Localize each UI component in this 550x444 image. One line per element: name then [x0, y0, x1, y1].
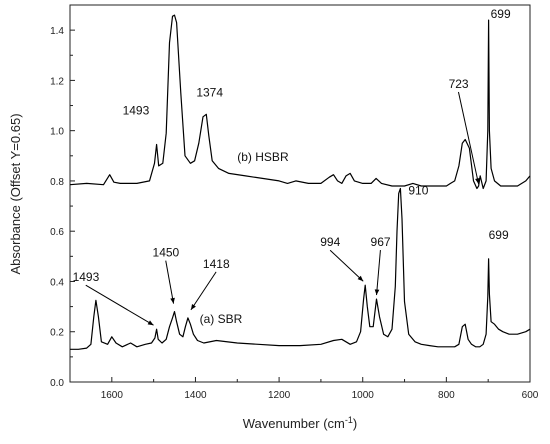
peak-arrowhead-723 — [475, 178, 480, 184]
y-tick-label: 0.8 — [50, 177, 64, 188]
peak-label-699: 699 — [491, 7, 511, 21]
peak-label-1493: 1493 — [73, 270, 100, 284]
spectrum-line-hsbr — [69, 14, 531, 190]
peak-arrow-994 — [329, 249, 364, 282]
peak-label-1450: 1450 — [153, 246, 180, 260]
peak-label-699: 699 — [489, 228, 509, 242]
peak-label-994: 994 — [320, 235, 340, 249]
x-tick-label: 800 — [438, 390, 455, 401]
x-axis-title: Wavenumber (cm-1) — [243, 415, 357, 431]
peak-arrow-723 — [457, 91, 480, 185]
y-tick-label: 1.0 — [50, 127, 64, 138]
series-label-sbr: (a) SBR — [200, 312, 243, 326]
x-axis-title-close: ) — [353, 416, 357, 431]
peak-label-1493: 1493 — [123, 103, 150, 117]
y-tick-label: 0.2 — [50, 328, 64, 339]
peak-arrow-1450 — [165, 260, 175, 304]
y-tick-label: 1.2 — [50, 76, 64, 87]
peak-arrow-1418 — [190, 271, 217, 311]
peak-label-723: 723 — [449, 77, 469, 91]
x-tick-label: 600 — [522, 390, 539, 401]
x-tick-label: 1400 — [184, 390, 207, 401]
peak-arrowhead-1450 — [170, 297, 175, 304]
axis-ticks: 1600 1400 1200 1000 800 600 0.0 0.2 0.4 0.6 0.8 1.0… — [50, 26, 539, 401]
peak-label-1374: 1374 — [196, 85, 223, 99]
x-tick-label: 1200 — [268, 390, 291, 401]
peak-arrowhead-1418 — [190, 304, 196, 310]
series-label-hsbr: (b) HSBR — [237, 150, 289, 164]
y-tick-label: 1.4 — [50, 26, 64, 37]
peak-arrowhead-967 — [374, 289, 380, 296]
x-axis-title-main: Wavenumber (cm — [243, 416, 345, 431]
x-tick-label: 1600 — [101, 390, 124, 401]
annotation-layer: 1450149313747236991493145014189949679106… — [73, 7, 511, 326]
y-axis-title: Absorbance (Offset Y=0.65) — [8, 113, 23, 274]
spectrum-line-sbr — [70, 187, 531, 350]
x-axis-title-superscript: -1 — [345, 415, 353, 425]
peak-arrow-967 — [376, 250, 381, 296]
series-layer — [69, 14, 531, 350]
peak-arrowhead-994 — [357, 275, 364, 282]
peak-label-910: 910 — [408, 183, 428, 197]
y-tick-label: 0.6 — [50, 227, 64, 238]
peak-arrowhead-1493 — [147, 320, 154, 326]
x-tick-label: 1000 — [352, 390, 375, 401]
y-tick-label: 0.4 — [50, 277, 64, 288]
peak-label-1418: 1418 — [203, 257, 230, 271]
y-tick-label: 0.0 — [50, 378, 64, 389]
peak-arrow-1493 — [85, 284, 154, 326]
plot-frame — [69, 4, 531, 383]
peak-label-967: 967 — [371, 235, 391, 249]
